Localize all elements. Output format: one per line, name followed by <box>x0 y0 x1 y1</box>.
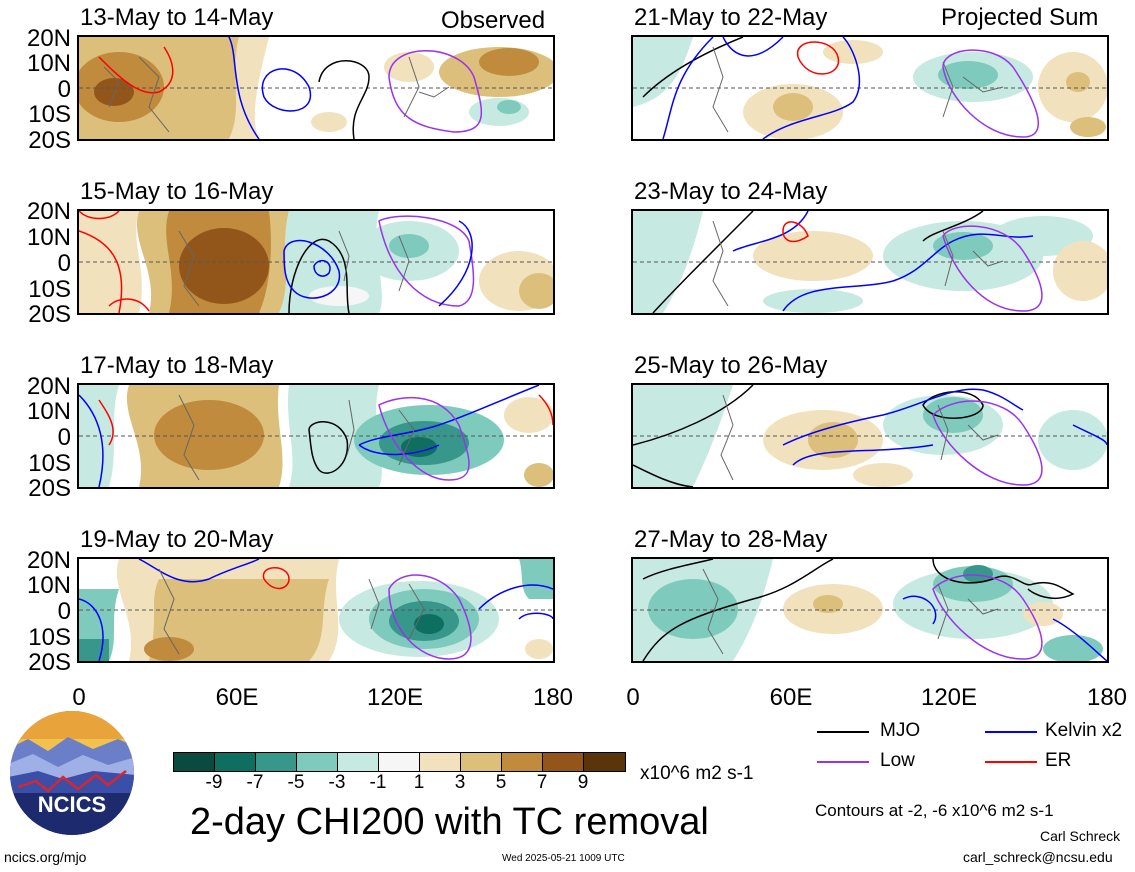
lon-label: 60E <box>769 684 813 711</box>
colorbar-cell <box>296 752 338 772</box>
anomaly-map <box>77 557 555 663</box>
colorbar-tick: -5 <box>287 772 305 793</box>
lat-label: 20N <box>26 198 71 225</box>
source-url[interactable]: ncics.org/mjo <box>4 849 87 865</box>
colorbar-cell <box>378 752 420 772</box>
panel-date-title: 21-May to 22-May <box>634 4 828 31</box>
colorbar-cell <box>214 752 256 772</box>
colorbar-units: x10^6 m2 s-1 <box>640 763 754 784</box>
lat-label: 10N <box>26 224 71 251</box>
anomaly-map <box>631 209 1109 315</box>
lat-label: 0 <box>57 424 71 451</box>
timestamp: Wed 2025-05-21 1009 UTC <box>502 853 625 864</box>
lon-label: 0 <box>626 684 640 711</box>
anomaly-map <box>631 35 1109 141</box>
anomaly-map <box>631 557 1109 663</box>
anomaly-map <box>77 35 555 141</box>
legend-label-mjo: MJO <box>880 720 921 741</box>
colorbar-tick: 5 <box>495 772 507 793</box>
lat-label: 20S <box>28 127 71 154</box>
lat-label: 0 <box>57 76 71 103</box>
lat-label: 10S <box>28 450 71 477</box>
lat-label: 20S <box>28 475 71 502</box>
legend-line-mjo <box>817 731 869 733</box>
lon-label: 120E <box>366 684 424 711</box>
panel-tag: Projected Sum <box>941 4 1099 31</box>
colorbar-cell <box>173 752 215 772</box>
lat-label: 10S <box>28 101 71 128</box>
author-email[interactable]: carl_schreck@ncsu.edu <box>963 849 1113 865</box>
legend-label-low: Low <box>880 750 915 771</box>
legend-label-er: ER <box>1045 750 1072 771</box>
legend-label-kelvin: Kelvin x2 <box>1045 720 1123 741</box>
panel-tag: Observed <box>441 7 546 34</box>
colorbar-cell <box>542 752 584 772</box>
colorbar-tick: -7 <box>246 772 264 793</box>
lat-label: 10S <box>28 276 71 303</box>
lat-label: 20S <box>28 301 71 328</box>
legend-line-low <box>817 761 869 763</box>
lon-label: 120E <box>920 684 978 711</box>
colorbar-cell <box>419 752 461 772</box>
colorbar-cell <box>583 752 626 772</box>
anomaly-map <box>631 383 1109 489</box>
lon-label: 0 <box>72 684 86 711</box>
lat-label: 10N <box>26 398 71 425</box>
colorbar-tick: 7 <box>536 772 548 793</box>
colorbar-tick: 1 <box>413 772 425 793</box>
panel-date-title: 13-May to 14-May <box>80 4 274 31</box>
lon-label: 180 <box>1086 684 1128 711</box>
lon-label: 60E <box>215 684 259 711</box>
colorbar-cell <box>255 752 297 772</box>
lat-label: 20N <box>26 25 71 52</box>
lon-label: 180 <box>532 684 574 711</box>
anomaly-map <box>77 209 555 315</box>
author-name: Carl Schreck <box>1040 828 1121 844</box>
panel-date-title: 23-May to 24-May <box>634 178 828 205</box>
lat-label: 10S <box>28 624 71 651</box>
panel-date-title: 15-May to 16-May <box>80 178 274 205</box>
legend-line-kelvin <box>985 731 1037 733</box>
panel-date-title: 25-May to 26-May <box>634 352 828 379</box>
colorbar-cell <box>460 752 502 772</box>
legend-line-er <box>985 761 1037 763</box>
lat-label: 0 <box>57 598 71 625</box>
colorbar-tick: 9 <box>577 772 589 793</box>
colorbar-cell <box>337 752 379 772</box>
lat-label: 20S <box>28 649 71 676</box>
lat-label: 20N <box>26 547 71 574</box>
ncics-logo: NCICS <box>8 709 136 837</box>
colorbar-tick: -1 <box>369 772 387 793</box>
lat-label: 10N <box>26 50 71 77</box>
panel-date-title: 27-May to 28-May <box>634 526 828 553</box>
colorbar-tick: 3 <box>454 772 466 793</box>
anomaly-map <box>77 383 555 489</box>
lat-label: 10N <box>26 572 71 599</box>
colorbar-tick: -3 <box>328 772 346 793</box>
panel-date-title: 17-May to 18-May <box>80 352 274 379</box>
logo-text: NCICS <box>38 792 106 817</box>
lat-label: 20N <box>26 373 71 400</box>
colorbar-cell <box>501 752 543 772</box>
figure-title: 2-day CHI200 with TC removal <box>190 801 709 843</box>
contours-note: Contours at -2, -6 x10^6 m2 s-1 <box>815 801 1054 820</box>
colorbar-tick: -9 <box>205 772 223 793</box>
lat-label: 0 <box>57 250 71 277</box>
panel-date-title: 19-May to 20-May <box>80 526 274 553</box>
